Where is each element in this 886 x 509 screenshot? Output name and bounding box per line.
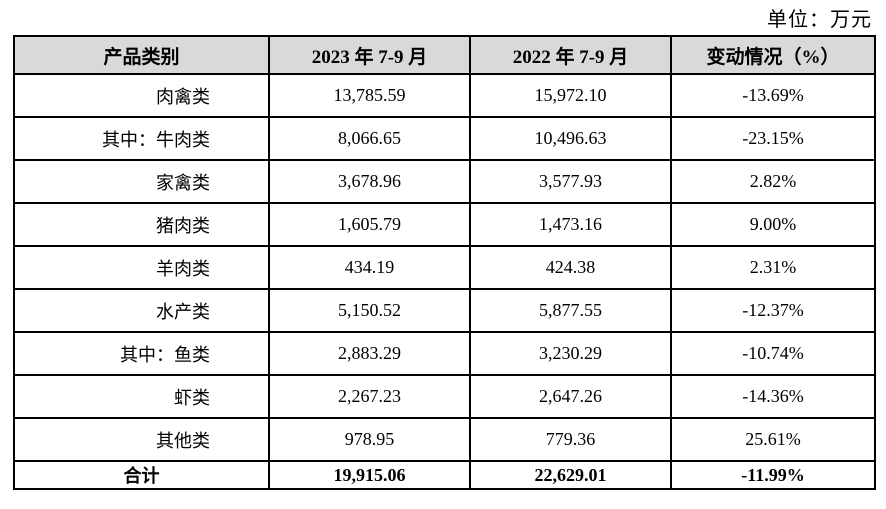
category-cell: 虾类 bbox=[13, 374, 270, 419]
value-2023-cell: 3,678.96 bbox=[268, 159, 471, 204]
table-header: 产品类别 2023 年 7-9 月 2022 年 7-9 月 变动情况（%） bbox=[13, 35, 876, 75]
category-cell: 其中：牛肉类 bbox=[13, 116, 270, 161]
table-row: 其他类 978.95 779.36 25.61% bbox=[13, 417, 876, 462]
table-footer: 合计 19,915.06 22,629.01 -11.99% bbox=[13, 460, 876, 490]
category-cell: 水产类 bbox=[13, 288, 270, 333]
value-2022-cell: 3,230.29 bbox=[469, 331, 672, 376]
value-2022-cell: 1,473.16 bbox=[469, 202, 672, 247]
value-2022-cell: 424.38 bbox=[469, 245, 672, 290]
value-2022-cell: 10,496.63 bbox=[469, 116, 672, 161]
value-2022-cell: 5,877.55 bbox=[469, 288, 672, 333]
value-2023-cell: 13,785.59 bbox=[268, 73, 471, 118]
table-body: 肉禽类 13,785.59 15,972.10 -13.69% 其中：牛肉类 8… bbox=[13, 73, 876, 462]
change-cell: 2.82% bbox=[670, 159, 876, 204]
change-cell: -10.74% bbox=[670, 331, 876, 376]
value-2023-cell: 8,066.65 bbox=[268, 116, 471, 161]
value-2023-cell: 1,605.79 bbox=[268, 202, 471, 247]
change-cell: -14.36% bbox=[670, 374, 876, 419]
value-2022-cell: 2,647.26 bbox=[469, 374, 672, 419]
change-cell: -23.15% bbox=[670, 116, 876, 161]
product-category-table: 产品类别 2023 年 7-9 月 2022 年 7-9 月 变动情况（%） 肉… bbox=[13, 35, 876, 490]
change-cell: 9.00% bbox=[670, 202, 876, 247]
header-row: 产品类别 2023 年 7-9 月 2022 年 7-9 月 变动情况（%） bbox=[13, 35, 876, 75]
total-2023-cell: 19,915.06 bbox=[268, 460, 471, 490]
value-2022-cell: 15,972.10 bbox=[469, 73, 672, 118]
change-cell: -13.69% bbox=[670, 73, 876, 118]
table-row: 羊肉类 434.19 424.38 2.31% bbox=[13, 245, 876, 290]
value-2023-cell: 5,150.52 bbox=[268, 288, 471, 333]
change-cell: 2.31% bbox=[670, 245, 876, 290]
category-cell: 家禽类 bbox=[13, 159, 270, 204]
header-change-percent: 变动情况（%） bbox=[670, 35, 876, 75]
value-2022-cell: 3,577.93 bbox=[469, 159, 672, 204]
header-2023-period: 2023 年 7-9 月 bbox=[268, 35, 471, 75]
value-2022-cell: 779.36 bbox=[469, 417, 672, 462]
table-row: 猪肉类 1,605.79 1,473.16 9.00% bbox=[13, 202, 876, 247]
unit-label: 单位：万元 bbox=[767, 9, 872, 31]
category-cell: 其他类 bbox=[13, 417, 270, 462]
total-category-cell: 合计 bbox=[13, 460, 270, 490]
table-row: 肉禽类 13,785.59 15,972.10 -13.69% bbox=[13, 73, 876, 118]
value-2023-cell: 2,883.29 bbox=[268, 331, 471, 376]
change-cell: -12.37% bbox=[670, 288, 876, 333]
table-row: 其中：牛肉类 8,066.65 10,496.63 -23.15% bbox=[13, 116, 876, 161]
total-2022-cell: 22,629.01 bbox=[469, 460, 672, 490]
table-row: 家禽类 3,678.96 3,577.93 2.82% bbox=[13, 159, 876, 204]
table-row: 水产类 5,150.52 5,877.55 -12.37% bbox=[13, 288, 876, 333]
change-cell: 25.61% bbox=[670, 417, 876, 462]
header-2022-period: 2022 年 7-9 月 bbox=[469, 35, 672, 75]
total-change-cell: -11.99% bbox=[670, 460, 876, 490]
category-cell: 肉禽类 bbox=[13, 73, 270, 118]
value-2023-cell: 978.95 bbox=[268, 417, 471, 462]
category-cell: 猪肉类 bbox=[13, 202, 270, 247]
category-cell: 羊肉类 bbox=[13, 245, 270, 290]
value-2023-cell: 434.19 bbox=[268, 245, 471, 290]
table-row: 其中：鱼类 2,883.29 3,230.29 -10.74% bbox=[13, 331, 876, 376]
value-2023-cell: 2,267.23 bbox=[268, 374, 471, 419]
total-row: 合计 19,915.06 22,629.01 -11.99% bbox=[13, 460, 876, 490]
category-cell: 其中：鱼类 bbox=[13, 331, 270, 376]
header-product-category: 产品类别 bbox=[13, 35, 270, 75]
table-row: 虾类 2,267.23 2,647.26 -14.36% bbox=[13, 374, 876, 419]
